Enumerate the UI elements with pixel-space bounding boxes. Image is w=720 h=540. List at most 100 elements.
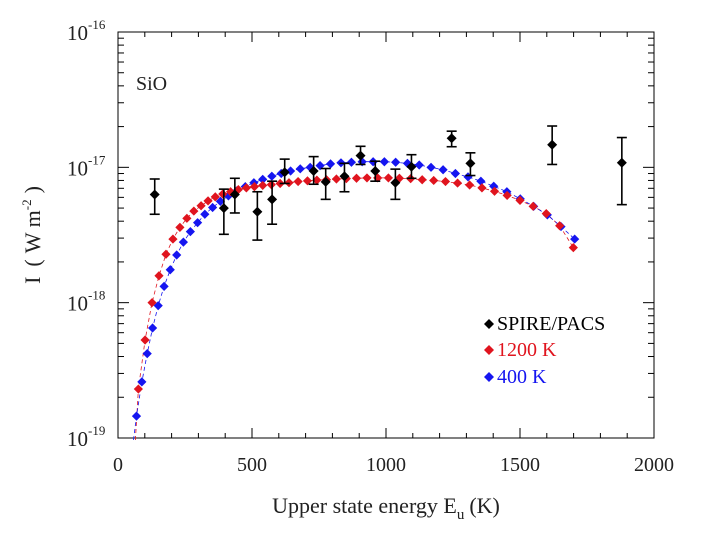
y-axis-label-paren-close: ) [20,186,45,193]
model-point [429,175,439,186]
y-axis-label-exponent: -2 [19,199,34,210]
y-axis-label-units: W m [20,210,45,253]
x-axis-label-main: Upper state energy E [272,493,457,518]
model-point [383,173,394,183]
model-point [142,349,152,359]
observed-point [279,167,290,178]
legend-label: 400 K [497,366,547,388]
y-tick-label-base: 10 [67,156,88,180]
model-point [477,183,487,193]
model-point [528,201,538,211]
plot-frame [117,31,655,439]
model-point [452,178,463,188]
model-point [541,209,551,219]
model-point [476,176,486,186]
y-tick-label: 10-18 [67,288,105,316]
model-point [414,160,424,170]
model-point [515,195,525,205]
legend-marker [484,345,494,355]
model-point [570,234,580,244]
model-point [168,234,178,244]
model-point [175,222,185,232]
x-axis-label-subscript: u [457,507,465,523]
legend-label: SPIRE/PACS [497,313,605,335]
y-axis-label: I ( W m-2) [19,186,45,284]
model-point [140,335,150,345]
model-point [133,384,143,394]
model-point [131,411,142,421]
model-curve-line [135,177,574,441]
model-point [325,159,336,169]
annotation-label: SiO [136,73,167,95]
model-point [147,323,158,333]
model-point [266,180,276,190]
model-point [315,160,325,171]
model-point [200,209,210,219]
x-tick-label: 0 [113,454,123,476]
model-point [438,165,448,175]
observed-point [320,176,331,187]
axis-ticks [117,31,655,439]
y-tick-label: 10-19 [67,423,105,451]
legend-marker [484,372,494,382]
model-point [331,174,342,184]
model-point [379,157,389,167]
observed-point [308,165,319,176]
model-point [465,180,475,190]
model-point [450,168,461,179]
model-point [196,201,206,211]
y-axis-label-paren-open: ( [20,259,45,266]
model-point [185,227,195,237]
model-point [208,202,218,213]
model-point [249,182,260,192]
model-point [159,281,169,291]
x-axis-label: Upper state energy Eu (K) [272,493,500,523]
model-point [302,176,313,186]
model-point [312,175,322,185]
observed-point [267,194,278,205]
model-point [192,218,203,228]
y-tick-label-exponent: -16 [88,17,106,32]
observed-point [252,206,263,217]
observed-point [355,150,366,161]
y-tick-label-exponent: -17 [88,152,106,167]
model-point [426,162,436,172]
y-axis-label-main: I [20,277,45,284]
model-point [267,171,277,181]
model-point [165,265,175,275]
y-tick-label: 10-17 [67,152,106,180]
model-curve-line [133,161,575,441]
x-axis-label-unit: (K) [469,493,500,518]
x-tick-label: 1000 [366,454,406,476]
model-point [555,221,565,231]
model-point [489,181,499,191]
model-point [189,206,199,216]
observed-point [218,203,229,214]
model-point [241,183,251,193]
observed-point [406,161,417,172]
model-point [391,157,401,167]
model-point [182,213,192,223]
model-point [440,176,451,187]
y-tick-label: 10-16 [67,17,106,45]
model-point [178,237,188,247]
model-point [172,250,182,260]
y-tick-label-base: 10 [67,21,88,45]
x-tick-label: 1500 [500,454,540,476]
model-point [215,196,225,207]
observed-point [370,165,381,176]
model-point [463,172,473,182]
model-point [161,249,171,259]
model-point [502,190,512,201]
observed-point [446,133,457,144]
model-point [489,186,500,196]
observed-point [465,158,476,169]
data-marks [131,125,627,421]
observed-point [229,189,240,200]
y-tick-label-base: 10 [67,427,88,451]
model-point [295,164,305,174]
observed-point [390,177,401,188]
model-point [218,189,228,199]
